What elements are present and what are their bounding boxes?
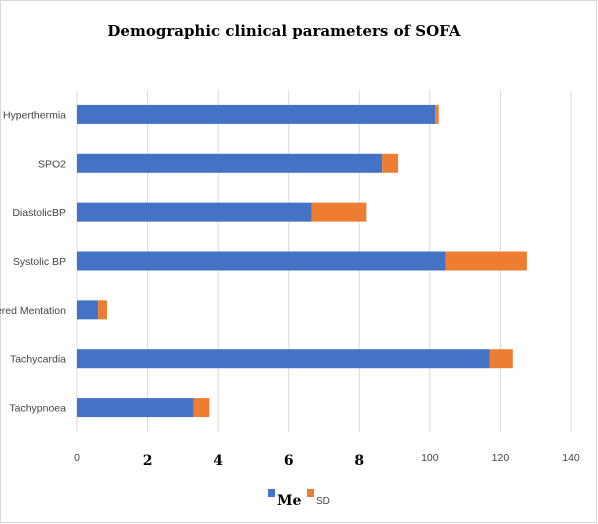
bar-me: [77, 251, 446, 271]
chart-title: Demographic clinical parameters of SOFA: [107, 22, 461, 40]
legend: Me SD: [268, 489, 330, 509]
legend-swatch-sd: [307, 489, 314, 497]
bar-me: [77, 104, 436, 124]
bar-me: [77, 300, 99, 320]
category-label: Tachypnoea: [9, 403, 66, 415]
category-label: Systolic BP: [13, 256, 66, 268]
bar-sd: [98, 300, 107, 320]
bar-sd: [489, 349, 513, 369]
category-label: Altered Mentation: [0, 305, 66, 317]
category-label: DiastolicBP: [12, 207, 66, 219]
bar-me: [77, 349, 490, 369]
x-tick-label: 4: [213, 453, 223, 469]
bar-me: [77, 202, 312, 222]
x-tick-label: 0: [74, 452, 80, 464]
x-tick-label: 8: [354, 453, 364, 469]
legend-label-me: Me: [277, 493, 301, 509]
legend-swatch-me: [268, 489, 275, 497]
bar-sd: [445, 251, 527, 271]
x-tick-label: 2: [143, 453, 153, 469]
category-label: Hyperthermia: [3, 109, 66, 121]
category-label: SPO2: [38, 158, 66, 170]
legend-label-sd: SD: [316, 496, 330, 507]
bar-sd: [193, 398, 210, 418]
x-tick-labels: 0 2 4 6 8 100 120 140: [74, 452, 580, 469]
bars: [77, 104, 527, 418]
bar-me: [77, 153, 383, 173]
bar-sd: [435, 104, 439, 124]
category-label: Tachycardia: [10, 354, 66, 366]
bar-me: [77, 398, 194, 418]
bar-sd: [311, 202, 367, 222]
x-tick-label: 120: [492, 452, 510, 464]
x-tick-label: 6: [284, 453, 294, 469]
category-labels: Hyperthermia SPO2 DiastolicBP Systolic BP Al…: [0, 109, 66, 414]
bar-sd: [382, 153, 399, 173]
x-tick-label: 140: [562, 452, 580, 464]
x-tick-label: 100: [421, 452, 439, 464]
